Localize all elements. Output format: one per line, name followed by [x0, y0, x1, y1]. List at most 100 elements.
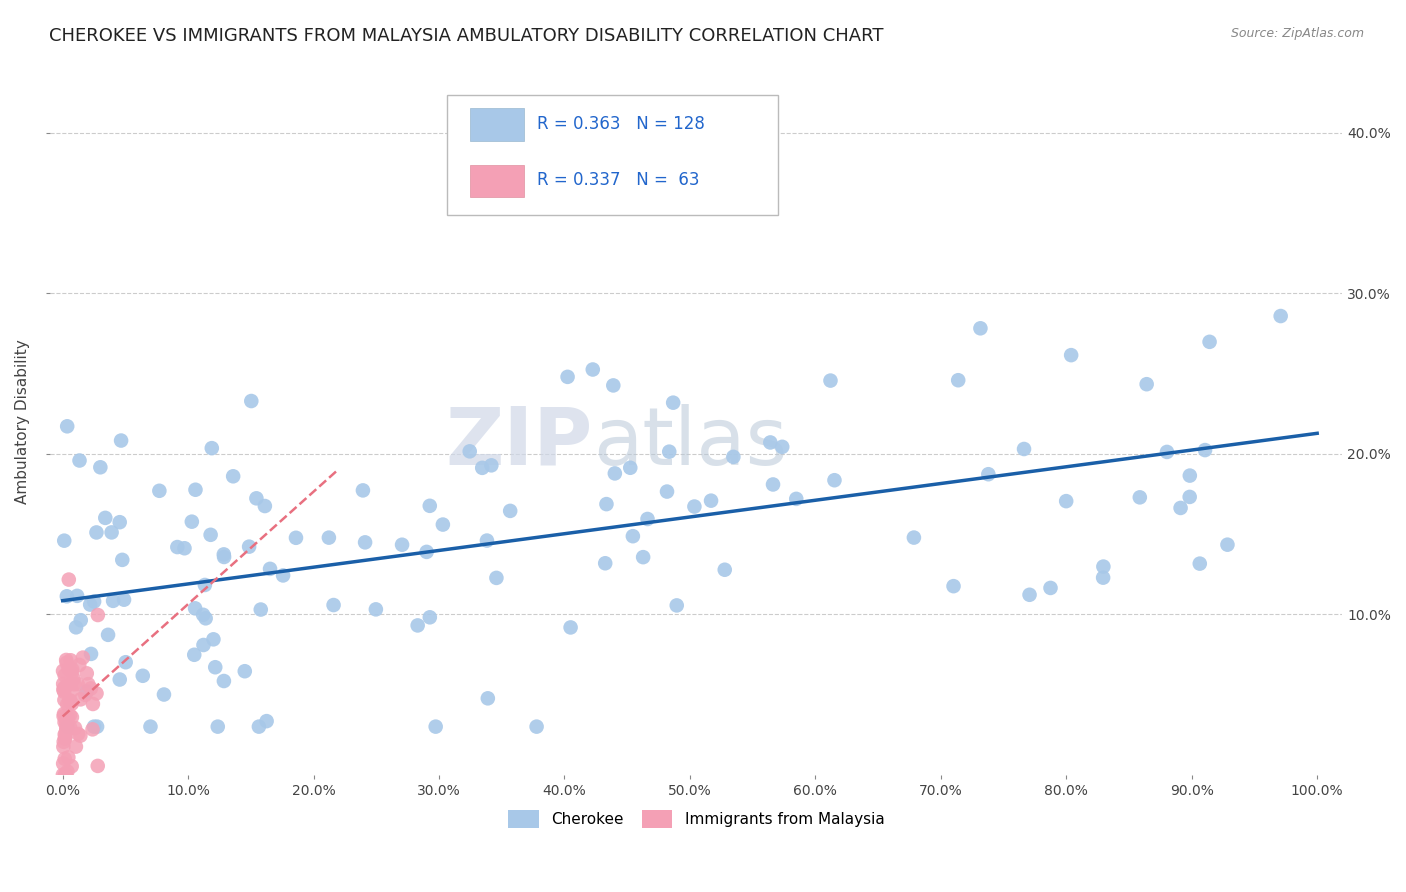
Point: [419, 499, 441, 513]
Point: [77, 677, 100, 691]
Point: [184, 601, 207, 615]
Point: [352, 483, 374, 498]
FancyBboxPatch shape: [470, 108, 524, 141]
Point: [60, 665, 83, 680]
Point: [193, 638, 215, 652]
Text: R = 0.363   N = 128: R = 0.363 N = 128: [537, 114, 706, 133]
Point: [173, 541, 195, 556]
Text: atlas: atlas: [593, 404, 787, 482]
Point: [425, 720, 447, 734]
Point: [55, 653, 77, 667]
Point: [59, 693, 82, 707]
Point: [180, 515, 202, 529]
Point: [1060, 348, 1083, 362]
Point: [53, 533, 76, 548]
Point: [1178, 468, 1201, 483]
Point: [62, 672, 84, 686]
Point: [66, 589, 89, 603]
Y-axis label: Ambulatory Disability: Ambulatory Disability: [15, 339, 30, 504]
Point: [477, 691, 499, 706]
Point: [76, 684, 98, 698]
Point: [1178, 490, 1201, 504]
Point: [184, 483, 207, 497]
Point: [820, 374, 842, 388]
Point: [80, 647, 103, 661]
Point: [419, 610, 441, 624]
Point: [80, 681, 103, 696]
Point: [1136, 377, 1159, 392]
Point: [1198, 334, 1220, 349]
Point: [52, 709, 75, 723]
Point: [108, 515, 131, 529]
Point: [759, 435, 782, 450]
Point: [183, 648, 205, 662]
Point: [762, 477, 785, 491]
Point: [53, 768, 76, 782]
Point: [58, 750, 80, 764]
Point: [602, 378, 624, 392]
Point: [53, 752, 76, 766]
Point: [256, 714, 278, 728]
Point: [63, 677, 86, 691]
Point: [969, 321, 991, 335]
Point: [53, 693, 76, 707]
Point: [53, 731, 76, 746]
Point: [108, 673, 131, 687]
Point: [53, 706, 76, 721]
Point: [619, 460, 641, 475]
Point: [56, 720, 79, 734]
Point: [191, 607, 214, 622]
Point: [977, 467, 1000, 482]
Point: [52, 739, 75, 754]
Point: [391, 538, 413, 552]
Point: [53, 685, 76, 699]
Point: [655, 484, 678, 499]
Point: [69, 613, 91, 627]
Point: [603, 467, 626, 481]
Point: [79, 598, 101, 612]
Point: [240, 394, 263, 409]
Point: [475, 533, 498, 548]
Point: [83, 594, 105, 608]
Point: [700, 493, 723, 508]
Point: [58, 662, 80, 676]
Point: [63, 721, 86, 735]
Point: [1012, 442, 1035, 456]
Point: [55, 679, 77, 693]
Point: [683, 500, 706, 514]
Point: [415, 545, 437, 559]
Point: [1170, 500, 1192, 515]
Point: [200, 528, 222, 542]
Text: R = 0.337   N =  63: R = 0.337 N = 63: [537, 171, 700, 189]
Point: [212, 548, 235, 562]
Point: [67, 657, 90, 672]
Point: [1188, 557, 1211, 571]
Point: [354, 535, 377, 549]
Point: [60, 710, 83, 724]
Point: [55, 726, 77, 740]
Point: [53, 668, 76, 682]
Point: [247, 720, 270, 734]
Point: [948, 373, 970, 387]
Point: [52, 735, 75, 749]
Point: [52, 756, 75, 771]
Point: [55, 723, 77, 737]
Point: [903, 531, 925, 545]
Point: [271, 568, 294, 582]
Point: [1092, 559, 1115, 574]
FancyBboxPatch shape: [447, 95, 778, 216]
Point: [259, 562, 281, 576]
Point: [485, 571, 508, 585]
Point: [82, 723, 104, 737]
Point: [53, 681, 76, 695]
Point: [202, 632, 225, 647]
Point: [60, 684, 83, 698]
Point: [1270, 309, 1292, 323]
Point: [153, 688, 176, 702]
Point: [53, 727, 76, 741]
Point: [56, 764, 79, 779]
Point: [58, 694, 80, 708]
Point: [52, 677, 75, 691]
Point: [83, 720, 105, 734]
Point: [75, 688, 97, 702]
